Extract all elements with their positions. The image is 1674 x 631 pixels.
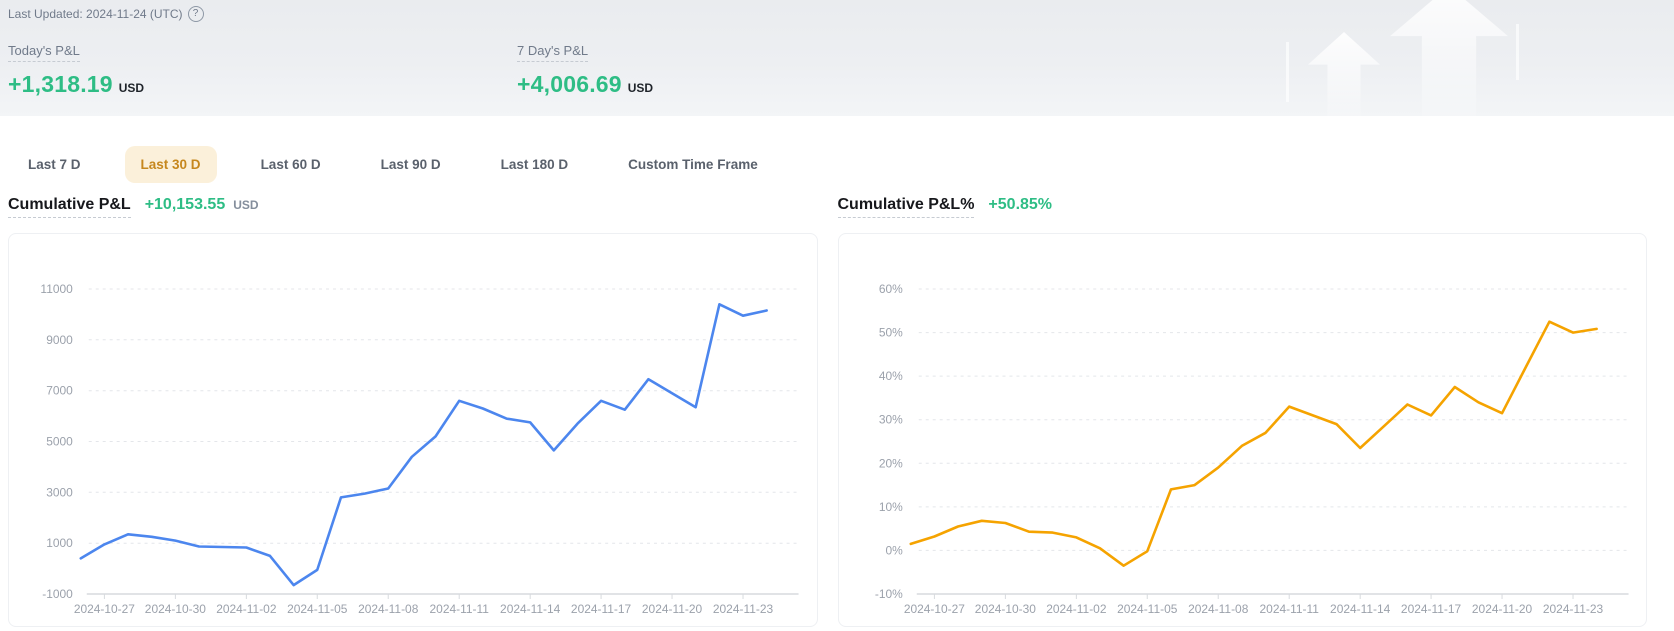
- tab-last-7-d[interactable]: Last 7 D: [28, 156, 81, 172]
- decor-vertical-line: [1516, 24, 1519, 80]
- todays-pnl-block: Today's P&L +1,318.19 USD: [8, 42, 144, 98]
- cumulative-pnl-currency: USD: [233, 198, 259, 212]
- cumulative-pnl-percent-line: [908, 320, 1598, 568]
- up-arrow-watermark-icon: [1390, 0, 1508, 116]
- tab-last-180-d[interactable]: Last 180 D: [500, 156, 569, 172]
- cumulative-pnl-value: +10,153.55: [144, 196, 226, 213]
- y-tick-label: 7000: [46, 384, 73, 398]
- last-updated-row: Last Updated: 2024-11-24 (UTC) ?: [8, 6, 204, 22]
- cumulative-pnl-pct-chart[interactable]: -10% 0% 10% 20% 30% 40% 50% 60% 2024-10-27 2024-1…: [839, 234, 1647, 626]
- y-tick-label: 0%: [885, 543, 903, 557]
- x-tick-label: 2024-10-30: [974, 602, 1035, 616]
- todays-pnl-currency: USD: [118, 81, 145, 95]
- cumulative-pnl-pct-card: -10% 0% 10% 20% 30% 40% 50% 60% 2024-10-27 2024-1…: [837, 233, 1647, 627]
- todays-pnl-value: +1,318.19: [8, 71, 113, 97]
- todays-pnl-label[interactable]: Today's P&L: [8, 43, 80, 62]
- x-tick-label: 2024-11-20: [642, 602, 703, 616]
- y-tick-label: 40%: [878, 369, 902, 383]
- y-tick-label: 9000: [46, 333, 73, 347]
- x-tick-label: 2024-10-30: [145, 602, 206, 616]
- x-tick-label: 2024-11-14: [1330, 602, 1391, 616]
- x-tick-label: 2024-11-05: [287, 602, 348, 616]
- x-tick-label: 2024-11-08: [1188, 602, 1249, 616]
- x-tick-label: 2024-11-11: [1259, 602, 1319, 616]
- decor-vertical-line: [1286, 42, 1289, 102]
- y-tick-label: -10%: [874, 587, 902, 601]
- y-tick-label: 11000: [40, 282, 73, 296]
- cumulative-pnl-title[interactable]: Cumulative P&L: [8, 196, 131, 218]
- cumulative-pnl-title-block: Cumulative P&L +10,153.55 USD: [8, 196, 818, 218]
- hero-banner: Last Updated: 2024-11-24 (UTC) ? Today's…: [0, 0, 1674, 116]
- tab-last-60-d[interactable]: Last 60 D: [260, 156, 321, 172]
- timeframe-tabs: Last 7 D Last 30 D Last 60 D Last 90 D Last …: [0, 144, 1674, 184]
- x-tick-label: 2024-11-08: [358, 602, 419, 616]
- x-tick-label: 2024-11-17: [1400, 602, 1461, 616]
- x-tick-label: 2024-11-14: [500, 602, 561, 616]
- last-updated-label: Last Updated: 2024-11-24 (UTC): [8, 7, 183, 21]
- y-tick-label: 20%: [878, 456, 902, 470]
- x-tick-label: 2024-11-20: [1471, 602, 1532, 616]
- cumulative-pnl-pct-title-block: Cumulative P&L% +50.85%: [837, 196, 1648, 218]
- y-tick-label: 30%: [878, 413, 902, 427]
- seven-day-pnl-value-row: +4,006.69 USD: [517, 71, 653, 98]
- x-tick-label: 2024-11-02: [216, 602, 277, 616]
- y-tick-label: 50%: [878, 326, 902, 340]
- todays-pnl-value-row: +1,318.19 USD: [8, 71, 144, 98]
- section-titles-row: Cumulative P&L +10,153.55 USD Cumulative…: [0, 196, 1674, 218]
- y-tick-label: -1000: [42, 587, 73, 601]
- x-tick-label: 2024-11-23: [1542, 602, 1603, 616]
- y-tick-label: 3000: [46, 485, 73, 499]
- charts-row: -1000 1000 3000 5000 7000 9000 11000 2024-10-27…: [0, 233, 1674, 627]
- y-tick-label: 10%: [878, 500, 902, 514]
- x-tick-label: 2024-10-27: [74, 602, 135, 616]
- seven-day-pnl-label[interactable]: 7 Day's P&L: [517, 43, 589, 62]
- x-tick-label: 2024-11-17: [571, 602, 632, 616]
- cumulative-pnl-pct-title[interactable]: Cumulative P&L%: [837, 196, 975, 218]
- seven-day-pnl-block: 7 Day's P&L +4,006.69 USD: [517, 42, 653, 98]
- tab-last-90-d[interactable]: Last 90 D: [380, 156, 441, 172]
- y-tick-label: 5000: [46, 434, 73, 448]
- tab-last-30-d[interactable]: Last 30 D: [124, 145, 217, 183]
- cumulative-pnl-usd-line: [79, 303, 768, 587]
- question-mark-icon[interactable]: ?: [187, 6, 204, 22]
- up-arrow-watermark-icon: [1308, 32, 1380, 116]
- cumulative-pnl-chart[interactable]: -1000 1000 3000 5000 7000 9000 11000 2024-10-27…: [9, 234, 817, 626]
- cumulative-pnl-pct-value: +50.85%: [988, 196, 1053, 213]
- x-tick-label: 2024-11-02: [1046, 602, 1107, 616]
- seven-day-pnl-currency: USD: [627, 81, 654, 95]
- x-tick-label: 2024-10-27: [903, 602, 964, 616]
- seven-day-pnl-value: +4,006.69: [517, 71, 622, 97]
- hero-decorations: [0, 0, 1674, 116]
- x-tick-label: 2024-11-05: [1117, 602, 1178, 616]
- y-tick-label: 1000: [46, 536, 73, 550]
- tab-custom-time-frame[interactable]: Custom Time Frame: [628, 156, 758, 172]
- x-tick-label: 2024-11-11: [430, 602, 490, 616]
- cumulative-pnl-card: -1000 1000 3000 5000 7000 9000 11000 2024-10-27…: [8, 233, 818, 627]
- x-tick-label: 2024-11-23: [713, 602, 774, 616]
- y-tick-label: 60%: [878, 282, 902, 296]
